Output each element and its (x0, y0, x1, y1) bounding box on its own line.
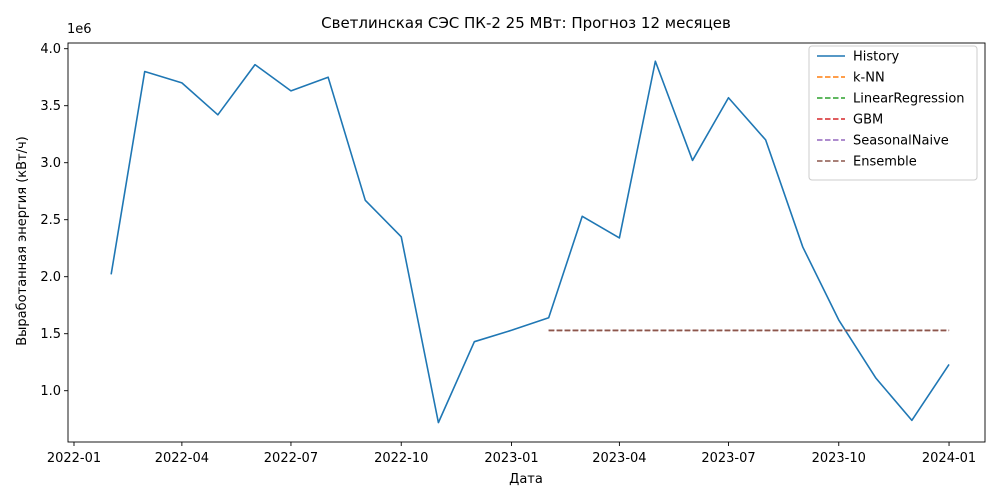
x-axis-label: Дата (509, 472, 543, 487)
legend-label-linearregression: LinearRegression (853, 92, 965, 107)
y-axis-multiplier: 1e6 (67, 22, 92, 37)
legend: History k-NN LinearRegression GBM SeasonalNa… (808, 45, 978, 181)
axes: 2022-01 2022-04 2022-07 2022-10 2023-01 2023-… (40, 42, 986, 466)
series-line-history (110, 60, 950, 424)
legend-label-gbm: GBM (853, 113, 883, 128)
legend-label-k-nn: k-NN (853, 71, 885, 86)
legend-label-seasonalnaive: SeasonalNaive (853, 134, 949, 149)
y-axis-label: Выработанная энергия (кВт/ч) (15, 136, 30, 346)
y-tick-label: 3.5 (40, 99, 61, 114)
x-tick-label: 2023-04 (592, 451, 646, 466)
y-tick-label: 1.5 (40, 327, 61, 342)
x-tick-label: 2022-01 (47, 451, 101, 466)
x-tick-label: 2024-01 (922, 451, 976, 466)
y-tick-label: 3.0 (40, 156, 61, 171)
x-tick-label: 2022-10 (374, 451, 428, 466)
plot-frame (67, 42, 986, 443)
y-tick-label: 1.0 (40, 384, 61, 399)
plot-area (110, 60, 950, 424)
y-tick-label: 4.0 (40, 42, 61, 57)
legend-box (808, 45, 978, 181)
x-tick-label: 2023-10 (812, 451, 866, 466)
chart-title: Светлинская СЭС ПК-2 25 МВт: Прогноз 12 … (321, 14, 731, 32)
legend-label-history: History (853, 50, 900, 65)
x-tick-label: 2023-07 (701, 451, 755, 466)
x-tick-label: 2023-01 (484, 451, 538, 466)
y-tick-label: 2.5 (40, 213, 61, 228)
x-tick-label: 2022-07 (264, 451, 318, 466)
legend-label-ensemble: Ensemble (853, 155, 917, 170)
x-tick-label: 2022-04 (155, 451, 209, 466)
y-tick-label: 2.0 (40, 270, 61, 285)
